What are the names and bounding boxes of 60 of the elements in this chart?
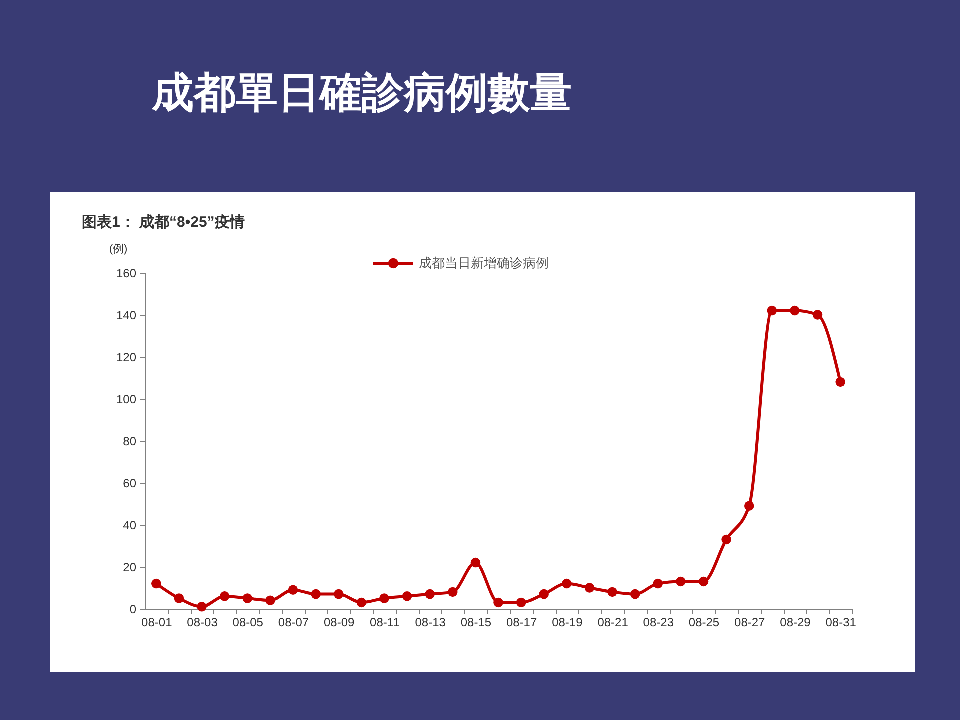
y-tick-label: 20 <box>123 560 137 574</box>
legend-label: 成都当日新增确诊病例 <box>419 256 549 270</box>
y-tick-label: 140 <box>116 308 137 322</box>
y-tick-label: 100 <box>116 392 137 406</box>
x-tick-label: 08-11 <box>370 616 400 630</box>
point <box>744 501 754 511</box>
point <box>516 598 526 608</box>
chart-subtitle: 图表1： 成都“8•25”疫情 <box>82 214 245 231</box>
y-tick-label: 60 <box>123 476 137 490</box>
x-tick-label: 08-09 <box>324 616 356 630</box>
y-tick-label: 160 <box>116 266 137 280</box>
point <box>242 594 252 604</box>
chart-title: 成都單日確診病例數量 <box>151 71 572 117</box>
x-tick-label: 08-21 <box>598 616 629 630</box>
point <box>197 602 207 612</box>
y-tick-label: 80 <box>123 434 137 448</box>
x-tick-label: 08-23 <box>643 616 674 630</box>
point <box>836 377 846 388</box>
x-tick-label: 08-01 <box>142 616 173 630</box>
y-tick-label: 120 <box>116 350 137 364</box>
x-tick-label: 08-07 <box>278 616 310 630</box>
point <box>494 598 504 608</box>
x-tick-label: 08-15 <box>460 616 492 630</box>
point <box>288 585 298 595</box>
point <box>790 306 800 316</box>
x-tick-label: 08-31 <box>826 616 857 630</box>
point <box>698 576 709 587</box>
point <box>334 589 344 600</box>
point <box>676 576 686 587</box>
point <box>584 583 595 593</box>
x-tick-label: 08-25 <box>688 616 720 630</box>
x-tick-label: 08-05 <box>232 616 264 630</box>
point <box>152 578 162 589</box>
point <box>470 558 481 568</box>
point <box>630 589 640 600</box>
point <box>380 594 390 604</box>
point <box>266 596 276 606</box>
point <box>722 534 732 545</box>
point <box>608 587 618 598</box>
x-tick-label: 08-03 <box>187 616 218 630</box>
point <box>425 589 435 600</box>
point <box>402 592 412 602</box>
x-tick-label: 08-19 <box>552 616 584 630</box>
x-tick-label: 08-17 <box>506 616 538 630</box>
point <box>220 592 230 602</box>
point <box>356 598 367 608</box>
x-tick-label: 08-13 <box>415 616 446 630</box>
point <box>174 594 184 604</box>
point <box>562 578 572 589</box>
x-tick-label: 08-27 <box>734 616 766 630</box>
y-axis-title: (例) <box>109 244 128 256</box>
point <box>539 589 549 600</box>
point <box>812 310 823 320</box>
point <box>311 589 321 600</box>
x-tick-label: 08-29 <box>780 616 812 630</box>
y-tick-label: 40 <box>123 518 137 532</box>
point <box>767 306 778 316</box>
y-tick-label: 0 <box>130 602 137 616</box>
point <box>653 578 664 589</box>
point <box>448 587 458 598</box>
